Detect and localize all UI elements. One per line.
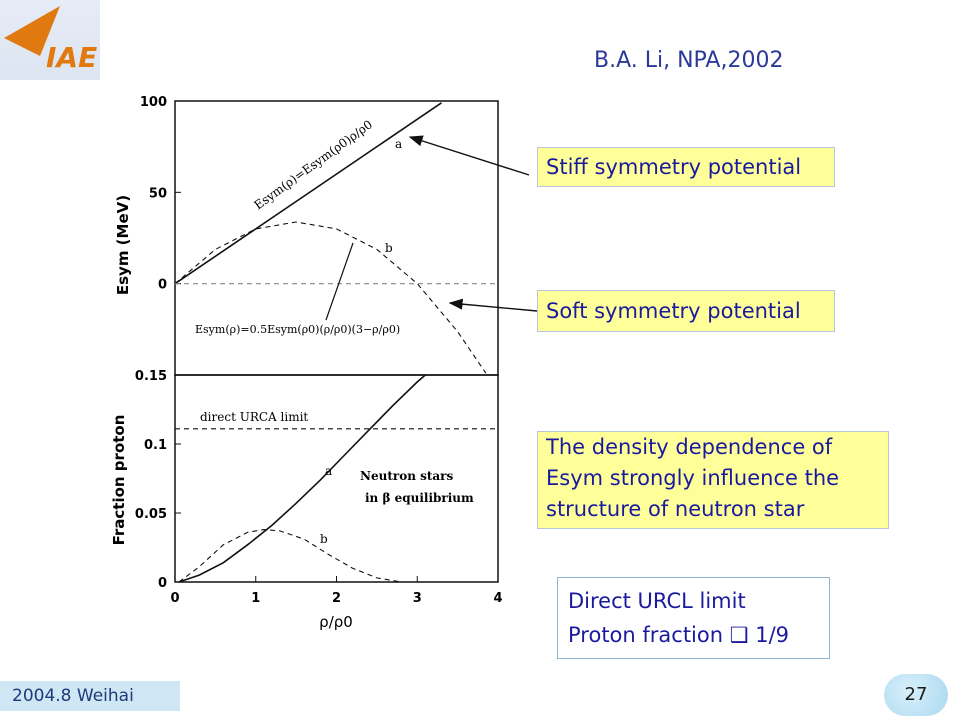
- density-line-1: The density dependence of: [546, 435, 833, 459]
- x-tick-label: 0: [170, 591, 179, 606]
- top-label-b: b: [385, 241, 393, 255]
- bottom-label-a: a: [325, 464, 332, 478]
- soft-callout: Soft symmetry potential: [537, 290, 835, 332]
- bottom-label-b: b: [320, 532, 328, 546]
- top-series-group: [174, 102, 498, 374]
- page-number: 27: [884, 674, 948, 716]
- soft-arrow: [448, 298, 538, 312]
- bottom-axis-ticks: 0 0.05 0.1 0.15 0 1 2 3 4: [135, 369, 503, 606]
- top-series-b: [174, 221, 487, 374]
- bottom-series-b: [178, 529, 402, 583]
- y-tick-label: 0: [158, 576, 167, 591]
- x-tick-label: 3: [413, 591, 422, 606]
- bottom-series-a: [178, 374, 426, 583]
- x-tick-label: 4: [493, 591, 502, 606]
- neutron-stars-label: Neutron stars: [360, 469, 453, 483]
- stiff-arrow: [408, 135, 530, 176]
- footer-date: 2004.8 Weihai: [0, 681, 180, 711]
- top-axis-ticks: 0 50 100: [140, 95, 181, 293]
- infobox-line-2: Proton fraction ❑ 1/9: [568, 623, 790, 647]
- beta-equilibrium-label: in β equilibrium: [365, 491, 474, 505]
- urca-infobox: Direct URCL limit Proton fraction ❑ 1/9: [557, 577, 830, 659]
- top-label-a: a: [395, 137, 402, 151]
- stiff-callout: Stiff symmetry potential: [537, 147, 835, 187]
- density-line-2: Esym strongly influence the: [546, 466, 840, 490]
- y-tick-label: 0.15: [135, 369, 167, 384]
- stiff-formula: Esym(ρ)=Esym(ρ0)ρ/ρ0: [252, 117, 375, 212]
- soft-formula-pointer: [325, 242, 354, 321]
- density-callout: The density dependence of Esym strongly …: [537, 431, 889, 529]
- urca-limit-label: direct URCA limit: [200, 410, 308, 424]
- xlabel: ρ/ρ0: [319, 613, 353, 631]
- density-line-3: structure of neutron star: [546, 497, 805, 521]
- soft-formula: Esym(ρ)=0.5Esym(ρ0)(ρ/ρ0)(3−ρ/ρ0): [195, 323, 400, 336]
- y-tick-label: 0.1: [144, 438, 167, 453]
- x-tick-label: 2: [332, 591, 341, 606]
- reference-citation: B.A. Li, NPA,2002: [594, 48, 784, 73]
- y-tick-label: 100: [140, 95, 167, 110]
- y-tick-label: 0.05: [135, 507, 167, 522]
- bottom-series-group: [175, 374, 498, 583]
- top-series-a: [174, 102, 442, 285]
- top-ylabel: Esym (MeV): [114, 195, 132, 295]
- y-tick-label: 0: [158, 278, 167, 293]
- iae-logo: IAE: [4, 6, 97, 74]
- y-tick-label: 50: [149, 186, 167, 201]
- infobox-line-1: Direct URCL limit: [568, 589, 746, 613]
- logo-text: IAE: [46, 41, 97, 74]
- x-tick-label: 1: [251, 591, 260, 606]
- logo-swoosh-icon: [4, 6, 60, 56]
- bottom-ylabel: Fraction proton: [110, 415, 128, 546]
